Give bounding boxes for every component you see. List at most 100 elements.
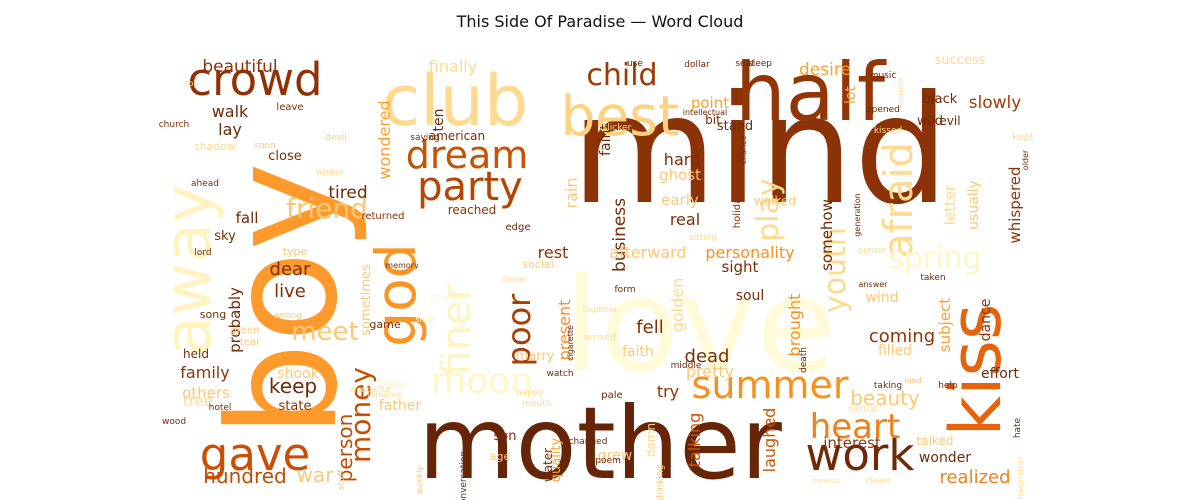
- word-early: early: [661, 191, 699, 209]
- word-present: present: [555, 300, 574, 361]
- word-intellectual: intellectual: [683, 108, 727, 117]
- word-slicker: slicker: [603, 123, 632, 133]
- word-wonderful: wonderful: [350, 385, 390, 394]
- word-saying: saying: [410, 133, 439, 143]
- word-lot: lot: [843, 86, 859, 104]
- word-nervous: nervous: [812, 477, 840, 485]
- word-top: top: [185, 79, 198, 88]
- word-tree: tree: [183, 392, 213, 410]
- word-brought: brought: [785, 294, 804, 357]
- word-probably: probably: [226, 287, 244, 353]
- word-type: type: [283, 245, 308, 258]
- word-conversation: conversation: [459, 451, 469, 500]
- word-form: form: [615, 285, 636, 295]
- word-party: party: [417, 164, 523, 210]
- word-sleep: sleep: [748, 59, 772, 69]
- word-walk: walk: [212, 102, 249, 121]
- word-senior: senior: [858, 246, 886, 256]
- word-dance: dance: [978, 299, 994, 342]
- word-soul: soul: [736, 288, 765, 304]
- word-dream: dream: [406, 133, 529, 177]
- word-arrived: arrived: [584, 333, 616, 343]
- word-social: social: [522, 258, 553, 271]
- word-bit: bit: [705, 113, 721, 127]
- word-success: success: [935, 53, 986, 68]
- word-business: business: [610, 198, 630, 272]
- word-son: son: [494, 429, 517, 444]
- word-poor: poor: [500, 293, 538, 366]
- word-slowly: slowly: [969, 93, 1022, 113]
- word-boy: boy: [197, 162, 371, 438]
- word-game: game: [369, 318, 400, 331]
- word-holiday: holiday: [732, 192, 743, 228]
- word-together: together: [583, 305, 618, 314]
- word-dear: dear: [270, 259, 312, 280]
- word-walked: walked: [754, 194, 796, 208]
- word-seat: seat: [735, 59, 755, 69]
- word-gave: gave: [200, 428, 310, 481]
- word-imagination: imagination: [1016, 456, 1025, 500]
- word-american: american: [429, 129, 485, 143]
- word-fell: fell: [636, 317, 663, 338]
- word-clever: clever: [866, 476, 891, 485]
- word-talking: talking: [685, 413, 704, 468]
- word-mother: mother: [418, 385, 783, 500]
- word-damn: damn: [644, 423, 658, 457]
- word-war: war: [297, 463, 335, 487]
- word-country: country: [430, 293, 465, 303]
- word-memory: memory: [385, 261, 419, 270]
- word-kiss: kiss: [935, 304, 1017, 437]
- word-death: death: [799, 347, 809, 373]
- word-realized: realized: [939, 467, 1010, 488]
- word-devil: devil: [325, 133, 347, 143]
- word-chance: chance: [739, 136, 748, 165]
- word-thinking: thinking: [656, 465, 666, 500]
- word-ten: ten: [431, 109, 447, 132]
- word-live: live: [274, 281, 306, 302]
- word-heart: heart: [810, 407, 901, 447]
- word-afterward: afterward: [609, 243, 686, 262]
- word-hotel: hotel: [209, 403, 232, 413]
- word-evil: evil: [939, 114, 960, 128]
- word-half: half: [735, 46, 887, 139]
- word-poem: poem: [595, 456, 621, 466]
- word-shook: shook: [277, 366, 319, 382]
- word-talked: talked: [917, 434, 954, 448]
- word-laughed: laughed: [760, 408, 779, 473]
- word-generation: generation: [853, 193, 862, 237]
- word-father: father: [379, 398, 421, 414]
- word-quickly: quickly: [415, 466, 424, 495]
- word-wind: wind: [865, 290, 898, 306]
- word-answer: answer: [859, 280, 889, 289]
- word-held: held: [183, 347, 209, 361]
- word-help: help: [938, 381, 958, 391]
- word-letter: letter: [941, 184, 959, 225]
- word-filled: filled: [878, 343, 912, 359]
- word-others: others: [182, 384, 230, 402]
- word-reached: reached: [448, 203, 497, 217]
- word-mouth: mouth: [522, 399, 551, 409]
- word-marry: marry: [516, 349, 555, 364]
- word-money: money: [344, 367, 377, 463]
- word-lord: lord: [194, 248, 211, 258]
- word-city: city: [451, 321, 473, 335]
- word-smile: smile: [415, 315, 436, 324]
- word-stand: stand: [717, 119, 753, 134]
- word-hard: hard: [664, 150, 700, 169]
- word-changed: changed: [569, 437, 608, 447]
- word-grew: grew: [598, 448, 632, 464]
- word-song: song: [200, 308, 226, 321]
- chart-title: This Side Of Paradise — Word Cloud: [456, 12, 744, 31]
- word-finally: finally: [429, 57, 477, 76]
- word-away: away: [151, 184, 226, 355]
- word-summer: summer: [692, 363, 849, 407]
- word-quality: quality: [549, 437, 564, 482]
- word-wonder: wonder: [919, 450, 971, 466]
- word-land: land: [904, 376, 921, 385]
- word-wild: wild: [917, 114, 943, 129]
- word-wrong: wrong: [274, 311, 302, 321]
- word-crowd: crowd: [187, 53, 322, 106]
- word-water: water: [541, 448, 555, 482]
- word-coming: coming: [869, 326, 935, 347]
